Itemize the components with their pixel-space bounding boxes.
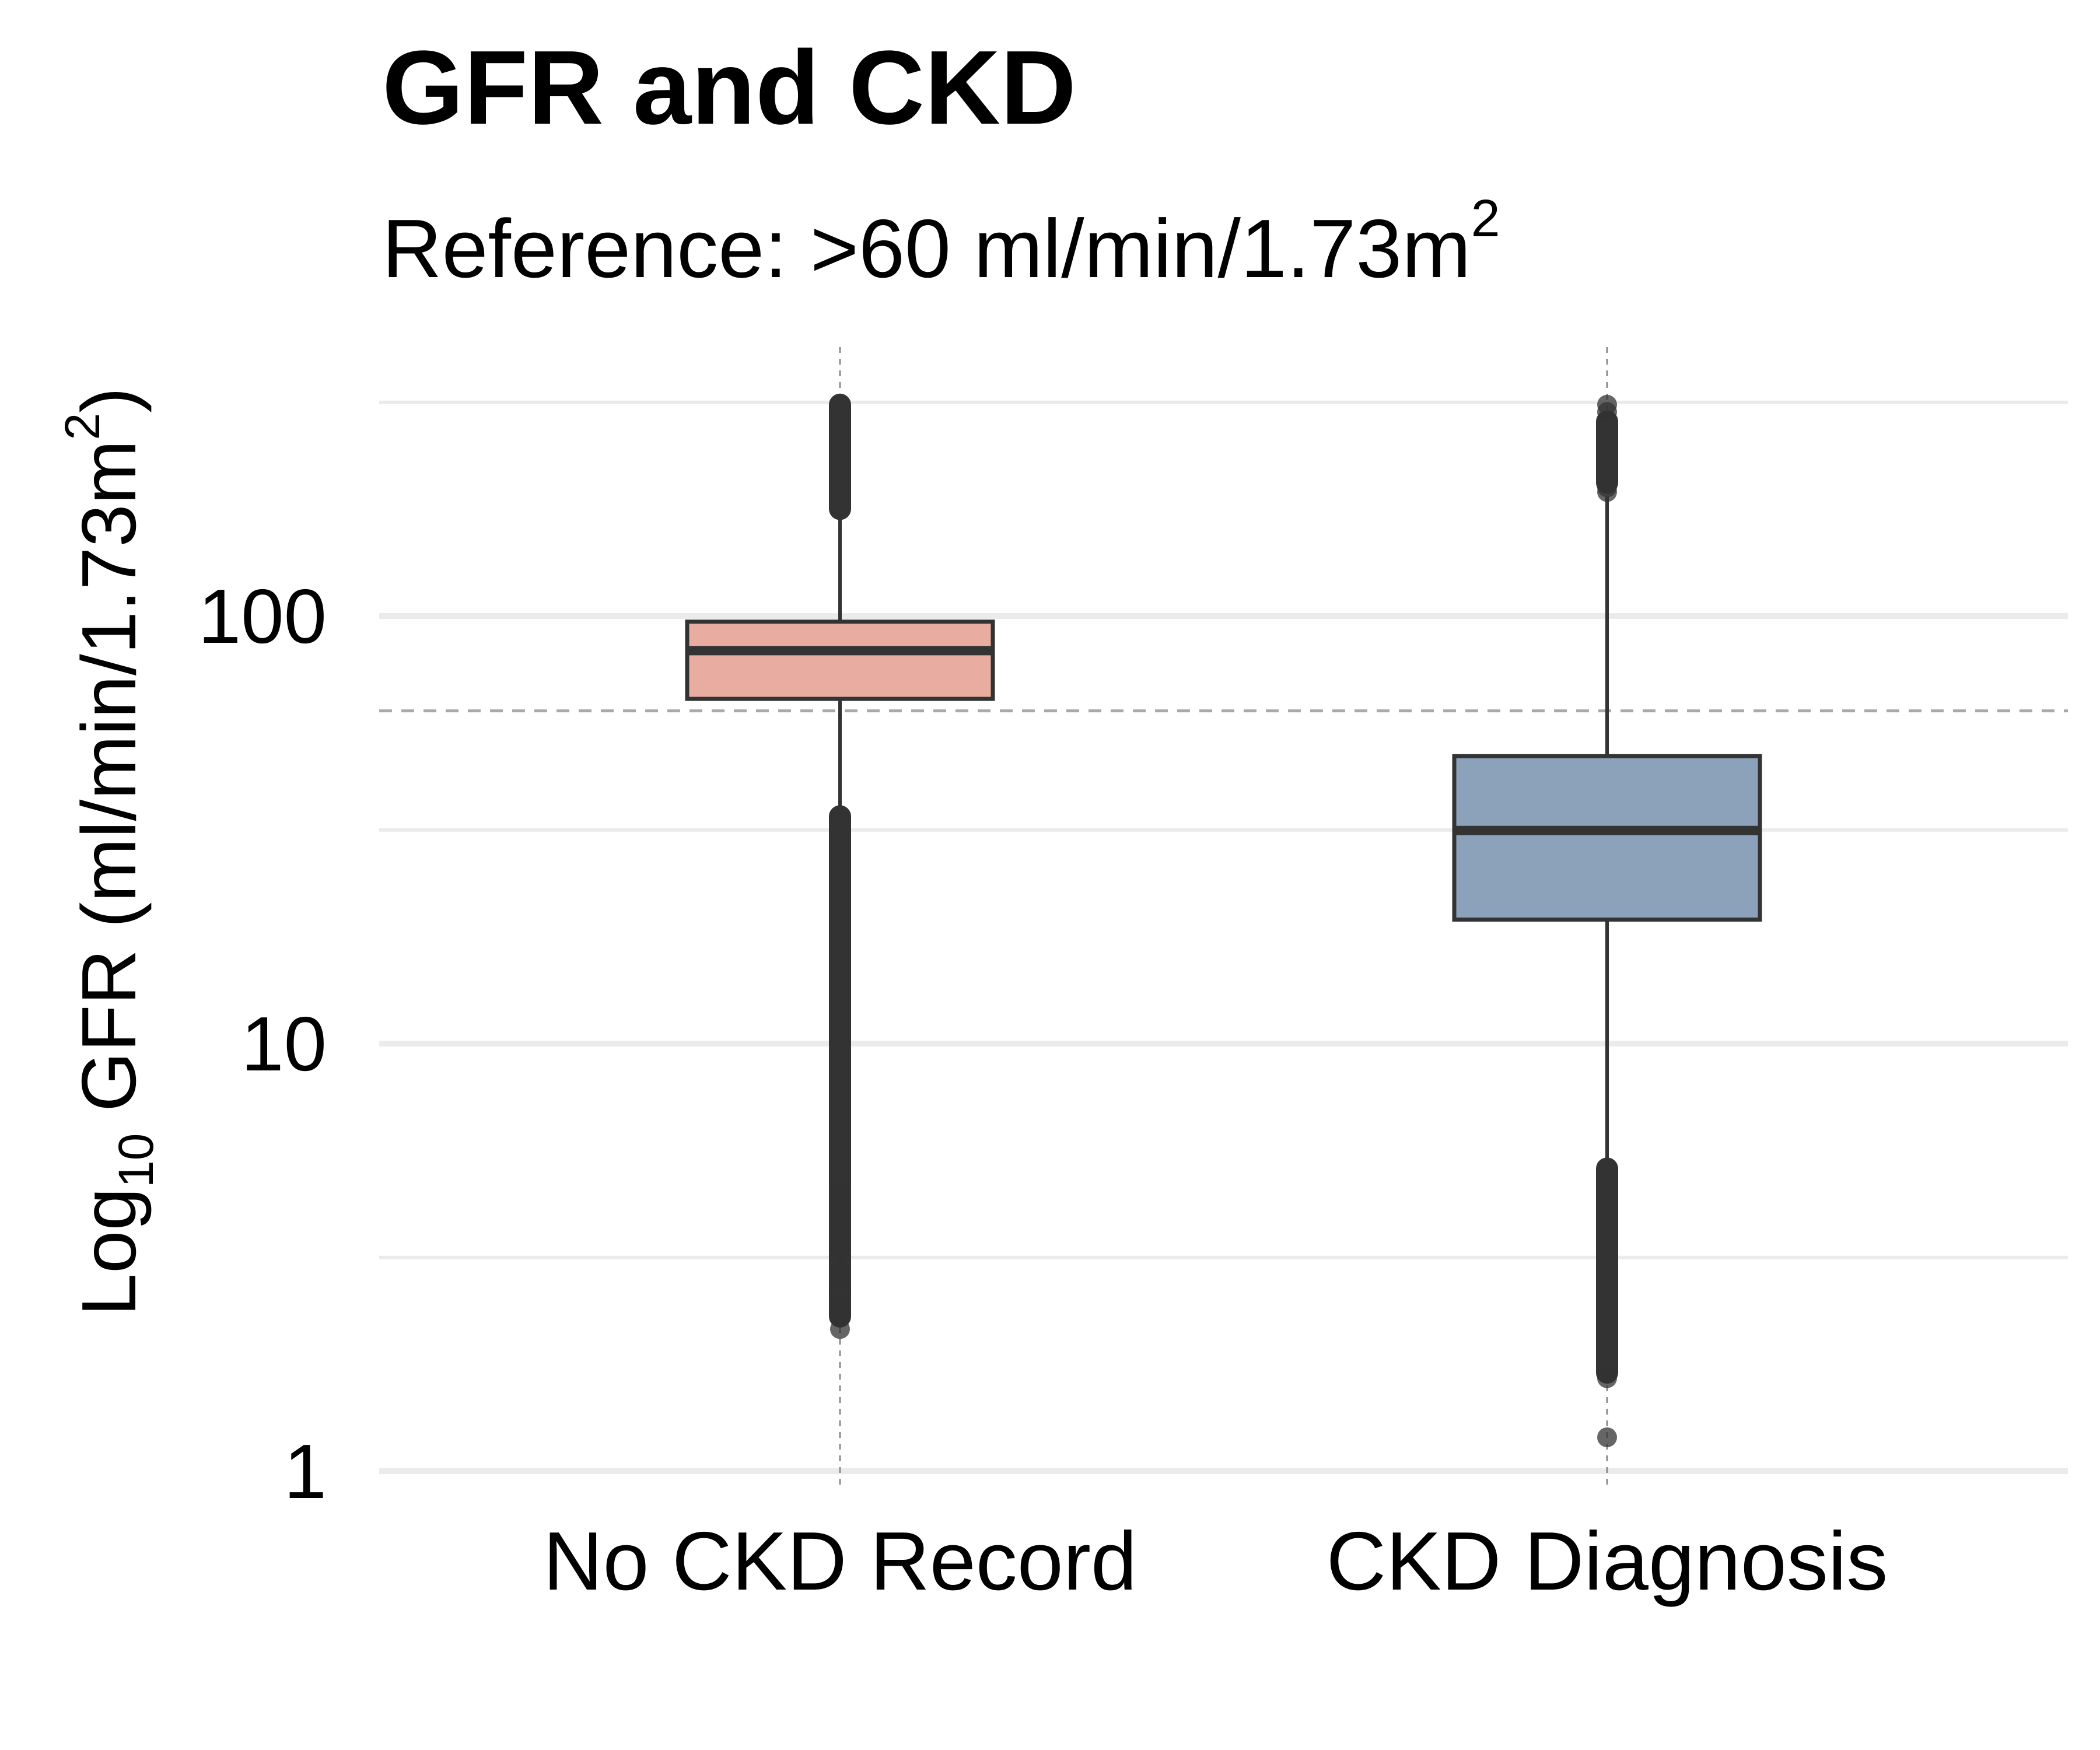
outlier-point xyxy=(1597,394,1617,415)
boxes-group xyxy=(685,393,1762,1447)
outlier-point xyxy=(830,1199,850,1219)
outlier-point xyxy=(830,1319,850,1339)
ylabel-text: GFR (ml/min/1.73m xyxy=(66,440,152,1133)
chart-title: GFR and CKD xyxy=(382,29,1076,146)
y-axis-label: Log10 GFR (ml/min/1.73m2) xyxy=(55,387,163,1317)
outlier-point xyxy=(830,1182,850,1202)
box-iqr xyxy=(1452,754,1762,922)
gridlines xyxy=(379,400,2068,1474)
y-tick-label: 100 xyxy=(198,573,327,659)
chart-subtitle: Reference: >60 ml/min/1.73m2 xyxy=(382,190,1500,295)
box-iqr xyxy=(685,620,995,701)
outlier-point xyxy=(1597,1427,1617,1447)
outlier-point xyxy=(830,1228,850,1249)
subtitle-superscript: 2 xyxy=(1471,190,1500,248)
axes-group: 1 10 100 No CKD Record CKD Diagnosis xyxy=(198,573,1888,1608)
outlier-point xyxy=(1597,1368,1617,1388)
outlier-point xyxy=(830,1294,850,1315)
x-tick-label: CKD Diagnosis xyxy=(1326,1515,1888,1608)
y-tick-label: 10 xyxy=(241,1001,327,1087)
ylabel-subscript: 10 xyxy=(108,1133,163,1188)
ylabel-superscript: 2 xyxy=(55,413,110,440)
outlier-point xyxy=(830,1213,850,1234)
outlier-point xyxy=(1597,477,1617,498)
box-ckd-diagnosis xyxy=(1452,394,1762,1447)
ylabel-suffix: ) xyxy=(66,387,152,413)
subtitle-text: Reference: >60 ml/min/1.73m xyxy=(382,202,1471,295)
ylabel-prefix: Log xyxy=(66,1188,152,1316)
x-tick-label: No CKD Record xyxy=(543,1515,1137,1608)
y-tick-label: 1 xyxy=(284,1429,327,1514)
outlier-point xyxy=(830,1260,850,1280)
box-no-ckd-record xyxy=(685,393,995,1339)
